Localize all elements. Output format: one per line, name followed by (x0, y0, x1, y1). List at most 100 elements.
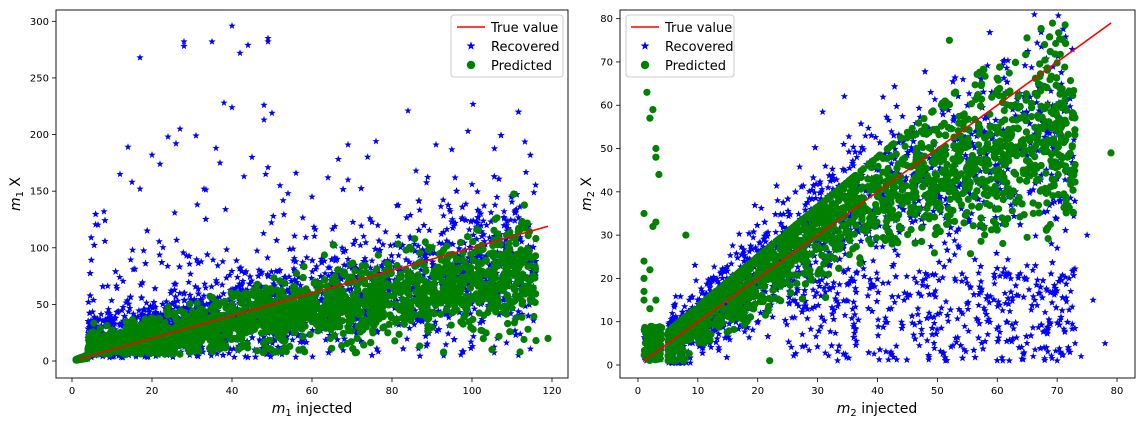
recovered-point (292, 257, 300, 265)
recovered-point (423, 340, 431, 347)
recovered-point (119, 303, 127, 311)
recovered-point (90, 241, 98, 249)
recovered-point (104, 314, 112, 322)
recovered-point (478, 232, 486, 240)
recovered-point (317, 296, 325, 304)
recovered-point (109, 317, 117, 324)
recovered-point (322, 336, 330, 343)
predicted-point (395, 330, 403, 338)
predicted-point (511, 271, 519, 279)
recovered-point (194, 285, 202, 292)
recovered-point (453, 187, 461, 195)
recovered-point (385, 287, 393, 295)
recovered-point (291, 275, 299, 283)
recovered-point (526, 151, 534, 159)
recovered-point (395, 251, 403, 259)
predicted-point (228, 293, 236, 301)
recovered-point (393, 297, 401, 304)
predicted-point (512, 240, 520, 248)
recovered-point (259, 229, 268, 237)
recovered-point (397, 243, 405, 251)
recovered-point (156, 319, 164, 326)
recovered-point (237, 281, 245, 289)
predicted-point (506, 228, 514, 236)
recovered-point (335, 270, 343, 277)
recovered-point (136, 53, 144, 61)
recovered-point (495, 311, 503, 318)
recovered-point (137, 293, 145, 301)
recovered-point (308, 267, 316, 275)
recovered-point (202, 300, 210, 308)
predicted-point (339, 317, 347, 325)
recovered-point (462, 200, 470, 207)
recovered-point (254, 272, 262, 280)
predicted-point (253, 347, 261, 355)
recovered-point (294, 332, 302, 339)
recovered-point (333, 255, 341, 263)
recovered-point (475, 251, 483, 259)
recovered-point (228, 285, 236, 293)
predicted-point (384, 282, 392, 290)
predicted-point (479, 335, 487, 343)
recovered-point (244, 41, 252, 49)
recovered-point (185, 260, 194, 268)
recovered-point (340, 335, 349, 342)
recovered-point (150, 298, 158, 306)
recovered-point (450, 222, 458, 229)
recovered-point (136, 185, 144, 192)
recovered-point (171, 209, 179, 216)
recovered-point (278, 281, 286, 289)
recovered-point (236, 49, 244, 57)
recovered-point (310, 223, 318, 231)
recovered-point (407, 234, 415, 242)
recovered-point (290, 232, 299, 240)
recovered-point (374, 221, 382, 229)
recovered-point (458, 347, 466, 355)
recovered-point (240, 172, 248, 180)
recovered-point (443, 225, 451, 233)
recovered-point (245, 280, 254, 287)
recovered-point (466, 309, 475, 317)
predicted-point (219, 339, 227, 347)
recovered-point (511, 326, 519, 334)
recovered-point (131, 265, 139, 273)
predicted-point (340, 268, 348, 276)
recovered-point (512, 331, 520, 338)
recovered-point (172, 139, 180, 147)
predicted-point (90, 319, 98, 327)
recovered-point (286, 245, 294, 253)
recovered-point (264, 272, 272, 280)
recovered-point (418, 317, 426, 325)
recovered-point (244, 306, 252, 313)
recovered-point (402, 255, 410, 263)
recovered-point (439, 212, 448, 219)
recovered-point (292, 169, 300, 177)
recovered-point (86, 291, 94, 299)
recovered-point (159, 300, 167, 308)
recovered-point (433, 327, 441, 335)
recovered-point (180, 42, 188, 50)
recovered-point (411, 306, 419, 314)
recovered-point (105, 309, 113, 317)
recovered-point (448, 217, 456, 225)
recovered-point (256, 337, 264, 345)
predicted-point (345, 319, 353, 327)
recovered-point (490, 232, 498, 240)
predicted-point (490, 270, 498, 278)
recovered-point (94, 221, 102, 228)
recovered-point (137, 281, 145, 288)
recovered-point (328, 255, 336, 263)
predicted-point (296, 298, 304, 306)
recovered-point (180, 296, 188, 304)
recovered-point (267, 267, 275, 275)
recovered-point (307, 274, 316, 282)
recovered-point (387, 251, 396, 259)
recovered-point (260, 116, 268, 123)
recovered-point (116, 170, 124, 178)
predicted-point (310, 278, 318, 286)
recovered-point (93, 317, 101, 325)
recovered-point (326, 263, 334, 271)
recovered-point (483, 221, 491, 229)
predicted-point (391, 337, 399, 345)
